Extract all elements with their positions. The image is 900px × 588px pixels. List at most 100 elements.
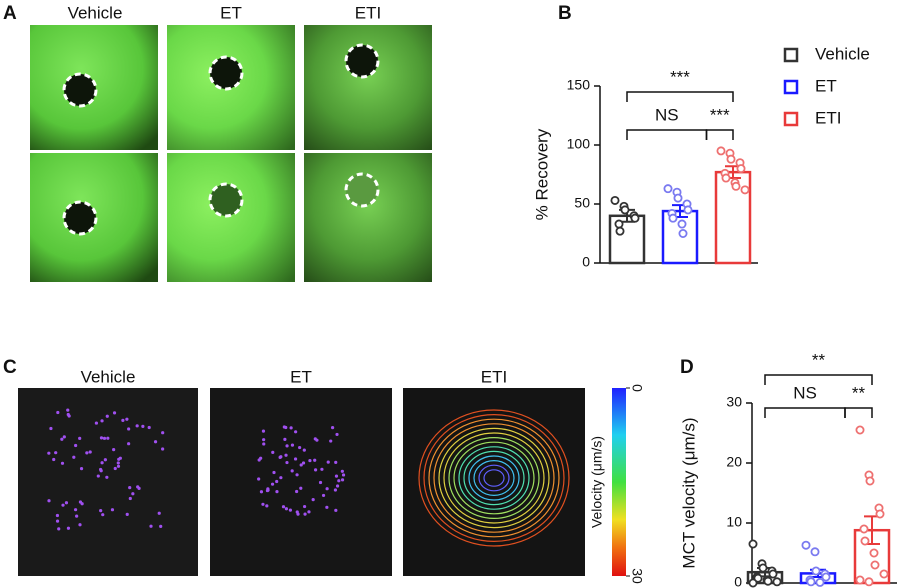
track-dot	[341, 473, 346, 477]
track-dot	[279, 455, 283, 459]
track-ring	[433, 423, 555, 533]
track-dot	[125, 417, 129, 421]
significance-label: **	[852, 383, 866, 402]
data-point	[864, 577, 874, 587]
track-dot	[78, 500, 83, 504]
data-point	[865, 476, 875, 486]
data-point	[678, 228, 688, 238]
data-point	[810, 547, 820, 557]
y-tick-label: 100	[567, 136, 591, 152]
track-dot	[261, 502, 265, 506]
track-dot	[271, 450, 275, 454]
track-dot	[99, 436, 104, 440]
track-dot	[61, 503, 65, 507]
track-dot	[308, 458, 312, 463]
panel-letter: C	[3, 357, 17, 378]
track-dot	[75, 514, 79, 518]
track-dot	[325, 505, 329, 509]
y-tick-label: 0	[734, 574, 742, 588]
data-point	[875, 509, 885, 519]
track-ring	[478, 464, 510, 492]
track-dot	[161, 431, 165, 435]
track-dot	[147, 425, 151, 430]
track-dot	[98, 467, 103, 472]
data-point	[716, 146, 726, 156]
track-dot	[62, 435, 66, 439]
data-point	[683, 205, 693, 215]
track-dot	[335, 432, 339, 437]
data-point	[740, 185, 750, 195]
significance-bracket	[626, 91, 734, 102]
image-label: ETI	[355, 3, 381, 22]
track-dot	[329, 439, 333, 443]
significance-label: ***	[670, 67, 690, 86]
colorbar	[612, 388, 626, 576]
data-point	[663, 184, 673, 194]
track-dot	[121, 418, 125, 422]
data-point	[869, 548, 879, 558]
track-dot	[299, 463, 303, 467]
track-dot	[296, 512, 300, 516]
track-dot	[153, 440, 158, 444]
significance-label: ***	[710, 105, 730, 124]
track-ring	[468, 455, 520, 501]
data-point	[763, 576, 773, 586]
track-dot	[136, 485, 140, 489]
track-dot	[321, 493, 326, 498]
data-point	[821, 572, 831, 582]
track-dot	[262, 442, 266, 446]
track-dot	[157, 511, 161, 515]
track-dot	[131, 492, 135, 496]
data-point	[870, 560, 880, 570]
legend-swatch	[783, 111, 799, 127]
track-dot	[99, 509, 103, 513]
data-point	[806, 577, 816, 587]
track-dot	[298, 445, 302, 450]
track-dot	[135, 424, 139, 428]
track-dot	[56, 410, 60, 415]
track-dot	[128, 486, 132, 490]
track-dot	[94, 421, 99, 425]
track-ring	[458, 446, 530, 510]
track-dot	[110, 508, 115, 512]
track-dot	[313, 458, 317, 462]
track-dot	[64, 501, 69, 505]
panel-letter: A	[3, 3, 17, 24]
track-dot	[275, 489, 279, 494]
track-dot	[57, 527, 61, 531]
panel-letter: D	[680, 357, 694, 378]
significance-label: NS	[793, 383, 817, 402]
track-dot	[257, 458, 261, 462]
track-dot	[52, 457, 56, 462]
track-dot	[335, 484, 340, 488]
legend-swatch	[783, 79, 799, 95]
track-dot	[66, 412, 70, 417]
significance-bracket	[844, 407, 873, 418]
track-dot	[112, 411, 117, 415]
significance-bracket	[764, 407, 846, 418]
track-dot	[102, 436, 107, 440]
bar	[661, 209, 699, 265]
track-dot	[295, 489, 299, 494]
data-point	[736, 164, 746, 174]
data-point	[879, 569, 889, 579]
track-dot	[96, 474, 100, 478]
data-point	[860, 536, 870, 546]
track-dot	[270, 482, 275, 486]
data-point	[610, 195, 620, 205]
track-dot	[54, 451, 58, 455]
track-dot	[284, 453, 288, 457]
data-point	[748, 578, 758, 588]
data-point	[731, 181, 741, 191]
track-dot	[101, 513, 105, 517]
track-ring	[453, 441, 535, 515]
track-dot	[105, 475, 109, 479]
track-dot	[78, 523, 82, 527]
track-dot	[47, 499, 51, 503]
track-dot	[284, 507, 289, 511]
data-point	[677, 219, 687, 229]
track-dot	[299, 486, 303, 490]
data-point	[673, 193, 683, 203]
track-dot	[279, 476, 283, 480]
image-label: ET	[290, 367, 312, 386]
